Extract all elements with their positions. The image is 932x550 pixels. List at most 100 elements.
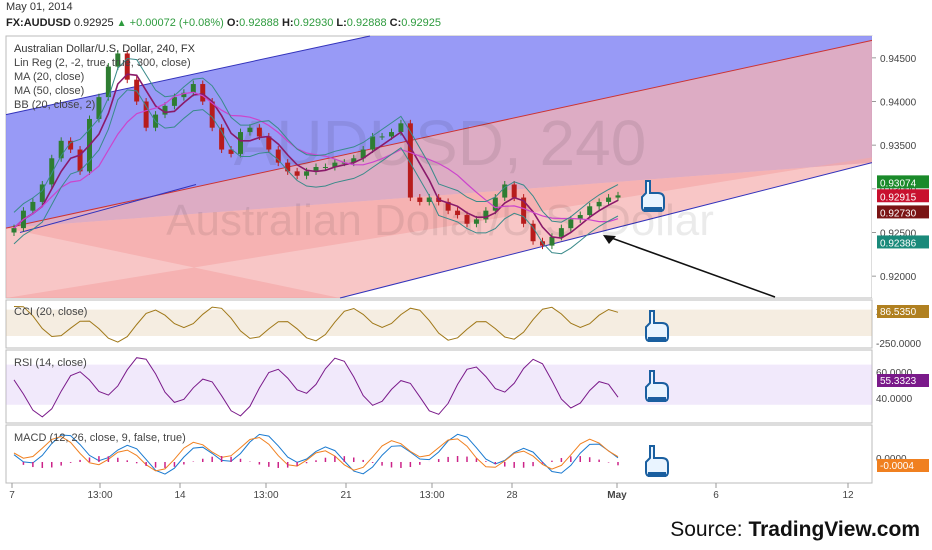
ma20-line	[13, 73, 619, 239]
bb-upper-line	[13, 57, 619, 223]
trend-line-small	[19, 183, 197, 233]
up-triangle-icon: ▲	[116, 18, 127, 29]
candle-body	[473, 219, 479, 224]
channel-upper-band	[6, 36, 872, 229]
high-value: 0.92930	[293, 17, 334, 29]
price-label-box	[877, 189, 929, 203]
candle-body	[615, 195, 621, 198]
macd-last-box	[877, 459, 929, 472]
arrow-shaft	[605, 235, 776, 298]
candle-body	[502, 184, 508, 198]
time-tick-label: 13:00	[253, 490, 278, 501]
time-tick-label: 14	[174, 490, 186, 501]
price-change: +0.00072	[129, 17, 176, 29]
time-tick-label: May	[607, 490, 627, 501]
macd-line	[13, 433, 619, 475]
rsi-pane	[5, 349, 873, 424]
macd-pane	[5, 424, 873, 484]
candle-body	[200, 84, 206, 102]
cci-last-value: 86.5350	[880, 307, 917, 318]
symbol-name[interactable]: FX:AUDUSD	[6, 17, 71, 29]
candle-body	[445, 201, 451, 211]
candle-body	[492, 197, 498, 211]
close-label: C:	[389, 17, 402, 29]
watermark-line2: Australian Dollar/U.S. Dollar	[166, 196, 714, 245]
macd-last-value: -0.0004	[880, 461, 914, 472]
arrow-head	[603, 235, 616, 244]
hand-pointer-icon	[645, 445, 669, 477]
candle-body	[228, 149, 234, 154]
rsi-line	[13, 357, 619, 418]
rsi-pane-band	[6, 364, 872, 405]
candle-body	[39, 184, 45, 202]
price-label-box	[877, 235, 929, 249]
candle-body	[568, 219, 574, 229]
legend-ma20[interactable]: MA (20, close)	[14, 71, 85, 83]
price-tick-label: 0.92500	[880, 229, 917, 240]
candle-body	[417, 197, 423, 202]
candle-body	[285, 162, 291, 172]
macd-legend[interactable]: MACD (12, 26, close, 9, false, true)	[14, 432, 186, 444]
legend-ma50[interactable]: MA (50, close)	[14, 85, 85, 97]
candle-body	[511, 184, 517, 198]
candle-body	[398, 123, 404, 133]
candle-body	[587, 206, 593, 216]
cci-line	[13, 306, 619, 343]
candle-body	[304, 171, 310, 176]
cci-legend[interactable]: CCI (20, close)	[14, 306, 88, 318]
price-change-pct: (+0.08%)	[178, 17, 224, 29]
source-brand: TradingView.com	[748, 518, 920, 541]
candle-body	[521, 197, 527, 224]
close-value: 0.92925	[401, 17, 441, 29]
symbol-quote-bar: FX:AUDUSD 0.92925 ▲ +0.00072 (+0.08%) O:…	[6, 17, 441, 29]
legend-bb[interactable]: BB (20, close, 2)	[14, 99, 96, 111]
candle-body	[181, 92, 187, 98]
price-label-text: 0.92386	[880, 238, 917, 249]
candle-body	[379, 136, 385, 138]
candle-body	[68, 140, 74, 150]
candle-body	[238, 132, 243, 154]
candle-body	[577, 215, 583, 220]
cci-last-box	[877, 305, 929, 318]
candle-body	[124, 53, 130, 80]
candle-body	[407, 123, 413, 198]
price-axis	[872, 36, 932, 298]
candle-body	[115, 53, 121, 67]
legend-title: Australian Dollar/U.S. Dollar, 240, FX	[14, 43, 195, 55]
candle-body	[606, 197, 612, 202]
time-tick-label: 28	[506, 490, 518, 501]
rsi-legend[interactable]: RSI (14, close)	[14, 357, 87, 369]
candle-body	[530, 223, 536, 242]
legend-linreg[interactable]: Lin Reg (2, -2, true, true, 300, close)	[14, 57, 191, 69]
candle-body	[209, 101, 215, 128]
candle-body	[549, 236, 555, 246]
candle-body	[162, 105, 168, 115]
candle-body	[256, 127, 262, 137]
price-tick-label: 0.94500	[880, 54, 917, 65]
candle-body	[77, 149, 83, 172]
cci-pane-band	[6, 309, 872, 336]
cci-tick-label: -250.0000	[876, 339, 921, 350]
price-tick-label: 0.92000	[880, 272, 917, 283]
time-tick-label: 12	[842, 490, 854, 501]
candle-body	[190, 84, 196, 93]
source-credit: Source: TradingView.com	[670, 518, 920, 542]
channel-bottom-line	[339, 162, 873, 299]
candle-body	[294, 171, 300, 176]
source-prefix: Source:	[670, 518, 749, 541]
price-label-text: 0.93074	[880, 178, 917, 189]
candle-body	[105, 66, 111, 98]
price-tick-label: 0.94000	[880, 98, 917, 109]
candle-body	[360, 149, 366, 159]
candle-body	[219, 127, 225, 150]
time-tick-label: 7	[9, 490, 15, 501]
time-tick-label: 13:00	[419, 490, 444, 501]
candle-body	[558, 228, 564, 237]
hand-pointer-icon	[645, 370, 669, 402]
price-tick-label: 0.93500	[880, 141, 917, 152]
candle-body	[247, 127, 253, 133]
candle-body	[483, 210, 489, 220]
candle-body	[389, 132, 394, 137]
candle-body	[275, 149, 281, 163]
